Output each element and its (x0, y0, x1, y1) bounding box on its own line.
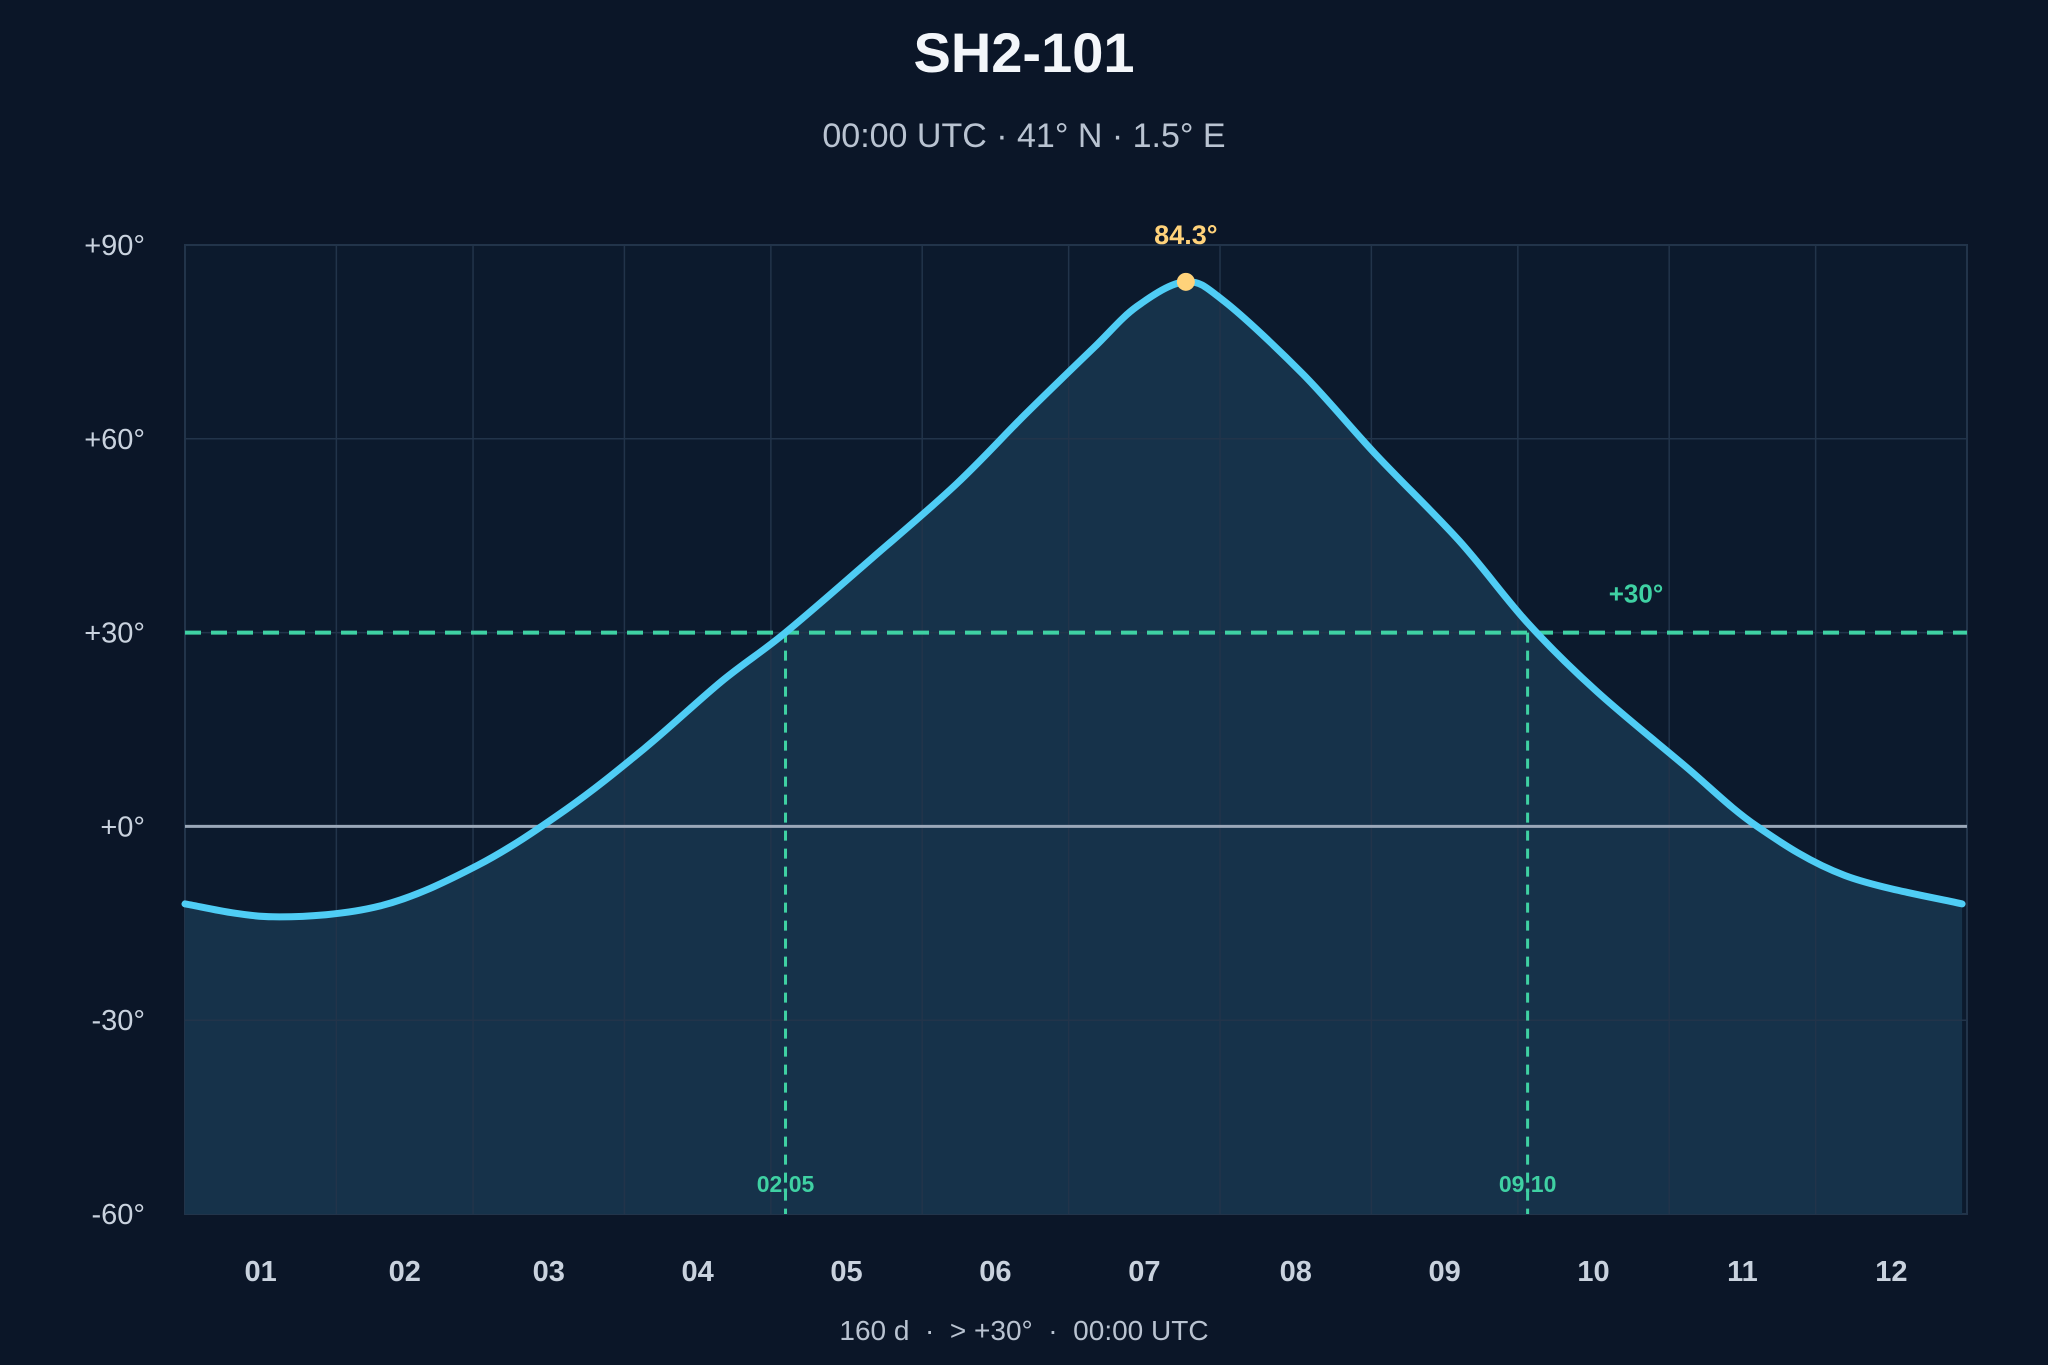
x-tick-label: 08 (1280, 1256, 1312, 1288)
x-tick-label: 10 (1577, 1256, 1609, 1288)
x-tick-label: 03 (533, 1256, 565, 1288)
x-tick-label: 01 (245, 1256, 277, 1288)
chart-footer: 160 d · > +30° · 00:00 UTC (839, 1315, 1208, 1346)
chart-subtitle: 00:00 UTC · 41° N · 1.5° E (822, 117, 1225, 155)
x-tick-label: 06 (979, 1256, 1011, 1288)
y-tick-label: +90° (84, 230, 145, 262)
x-tick-label: 09 (1428, 1256, 1460, 1288)
x-tick-label: 02 (389, 1256, 421, 1288)
chart-title: SH2-101 (913, 21, 1134, 84)
y-tick-label: +0° (100, 811, 145, 843)
x-tick-label: 11 (1727, 1256, 1758, 1288)
y-tick-label: +60° (84, 424, 145, 456)
x-tick-label: 07 (1128, 1256, 1160, 1288)
crossing-label: 09.10 (1499, 1171, 1557, 1197)
peak-marker (1176, 272, 1195, 291)
threshold-label: +30° (1609, 579, 1664, 609)
x-tick-label: 05 (830, 1256, 862, 1288)
crossing-label: 02.05 (757, 1171, 815, 1197)
x-tick-label: 04 (681, 1256, 713, 1288)
x-tick-label: 12 (1875, 1256, 1907, 1288)
peak-label: 84.3° (1154, 220, 1217, 250)
y-tick-label: +30° (84, 618, 145, 650)
y-tick-label: -30° (91, 1005, 145, 1037)
altitude-curve (181, 278, 1966, 921)
y-tick-label: -60° (91, 1199, 145, 1231)
